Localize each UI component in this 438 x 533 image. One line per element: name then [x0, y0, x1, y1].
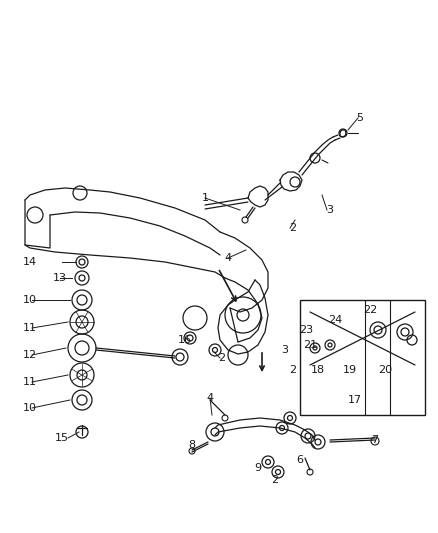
- Text: 9: 9: [254, 463, 261, 473]
- Text: 12: 12: [23, 350, 37, 360]
- Text: 2: 2: [219, 353, 226, 363]
- Text: 19: 19: [343, 365, 357, 375]
- Bar: [300, 300, 425, 415]
- Text: 4: 4: [206, 393, 214, 403]
- Text: 10: 10: [23, 295, 37, 305]
- Text: 21: 21: [303, 340, 317, 350]
- Text: 3: 3: [282, 345, 289, 355]
- Text: 4: 4: [224, 253, 232, 263]
- Text: 20: 20: [378, 365, 392, 375]
- Text: 24: 24: [328, 315, 342, 325]
- Text: 6: 6: [297, 455, 304, 465]
- Text: 2: 2: [290, 365, 297, 375]
- Text: 2: 2: [290, 223, 297, 233]
- Text: 1: 1: [201, 193, 208, 203]
- Text: 10: 10: [23, 403, 37, 413]
- Text: 18: 18: [311, 365, 325, 375]
- Text: 15: 15: [55, 433, 69, 443]
- Text: 7: 7: [371, 435, 378, 445]
- Text: 5: 5: [357, 113, 364, 123]
- Text: 14: 14: [23, 257, 37, 267]
- Text: 2: 2: [272, 475, 279, 485]
- Text: 17: 17: [348, 395, 362, 405]
- Text: 13: 13: [53, 273, 67, 283]
- Text: 11: 11: [23, 323, 37, 333]
- Text: 3: 3: [326, 205, 333, 215]
- Text: 16: 16: [178, 335, 192, 345]
- Text: 11: 11: [23, 377, 37, 387]
- Text: 23: 23: [299, 325, 313, 335]
- Text: 22: 22: [363, 305, 377, 315]
- Text: 8: 8: [188, 440, 195, 450]
